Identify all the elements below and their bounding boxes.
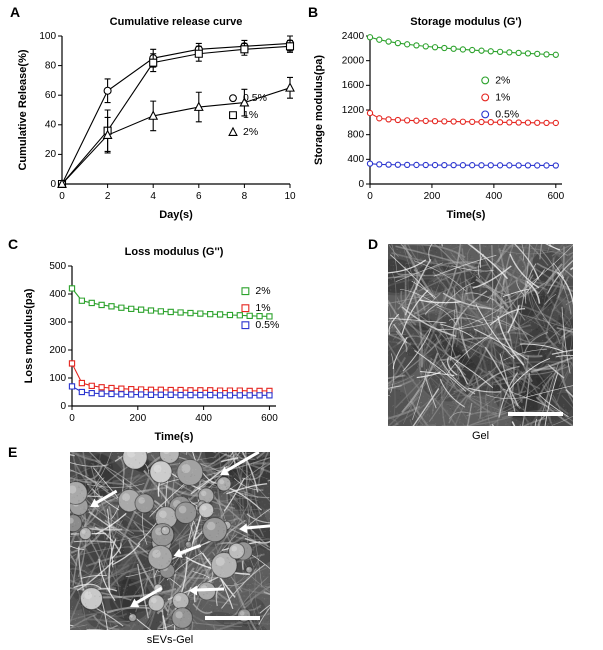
arrow-icon <box>95 489 118 505</box>
arrow-icon <box>225 452 260 473</box>
sem-image-gel <box>388 244 573 426</box>
arrow-icon <box>245 524 270 530</box>
chart-storage-modulus <box>310 10 602 224</box>
arrow-icon <box>135 586 163 604</box>
panel-label-c: C <box>8 236 19 252</box>
arrow-icon <box>179 544 202 555</box>
chart-loss-modulus <box>20 240 306 446</box>
sem-texture-sevs-gel <box>70 452 270 630</box>
panel-label-a: A <box>10 4 21 20</box>
panel-label-b: B <box>308 4 319 20</box>
chart-cumulative-release <box>14 10 302 224</box>
scale-bar <box>205 616 260 620</box>
caption-gel: Gel <box>471 430 490 442</box>
sev-arrows-overlay <box>70 452 270 630</box>
arrow-icon <box>195 588 225 592</box>
panel-label-e: E <box>8 444 18 460</box>
panel-label-d: D <box>368 236 379 252</box>
scale-bar <box>508 412 563 416</box>
sem-texture-gel <box>388 244 573 426</box>
caption-sevs-gel: sEVs-Gel <box>146 634 194 646</box>
sem-image-sevs-gel <box>70 452 270 630</box>
